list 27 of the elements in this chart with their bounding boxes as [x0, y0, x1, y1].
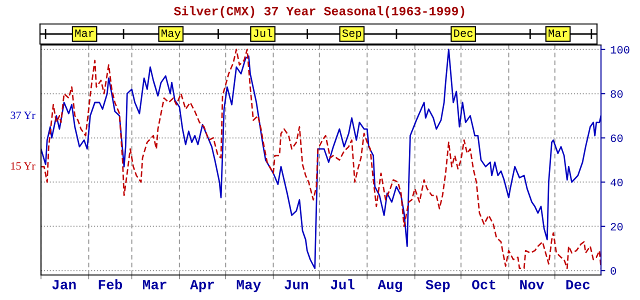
- y-tick-label: 40: [610, 178, 623, 186]
- text: Sep: [342, 29, 362, 40]
- text: Jul: [254, 28, 272, 37]
- y-tick-label: 0: [610, 267, 616, 275]
- x-tick-label: Sep: [426, 280, 450, 292]
- x-tick-label: Aug: [378, 280, 402, 292]
- text: Mar: [548, 30, 568, 37]
- y-tick-label: 80: [610, 90, 623, 98]
- text: Mar: [75, 30, 94, 37]
- y-tick-label: 20: [610, 222, 623, 230]
- x-tick-label: Mar: [143, 280, 166, 290]
- y-tick-label: 60: [610, 134, 623, 142]
- x-tick-label: Feb: [98, 279, 122, 290]
- x-tick-label: Dec: [566, 280, 590, 290]
- x-tick-label: Jul: [330, 279, 354, 290]
- y-tick-label: 100: [610, 46, 630, 54]
- x-tick-label: Jan: [52, 280, 76, 290]
- x-tick-label: Oct: [472, 280, 496, 290]
- series-label: 15 Yr: [11, 162, 36, 170]
- x-tick-label: May: [236, 280, 261, 292]
- text: Dec: [454, 30, 473, 37]
- chart-title: Silver(CMX) 37 Year Seasonal(1963-1999): [174, 6, 464, 18]
- x-tick-label: Jun: [284, 280, 308, 290]
- x-tick-label: Nov: [520, 280, 544, 290]
- series-label: 37 Yr: [10, 112, 36, 120]
- text: May: [162, 30, 181, 40]
- x-tick-label: Apr: [190, 280, 214, 292]
